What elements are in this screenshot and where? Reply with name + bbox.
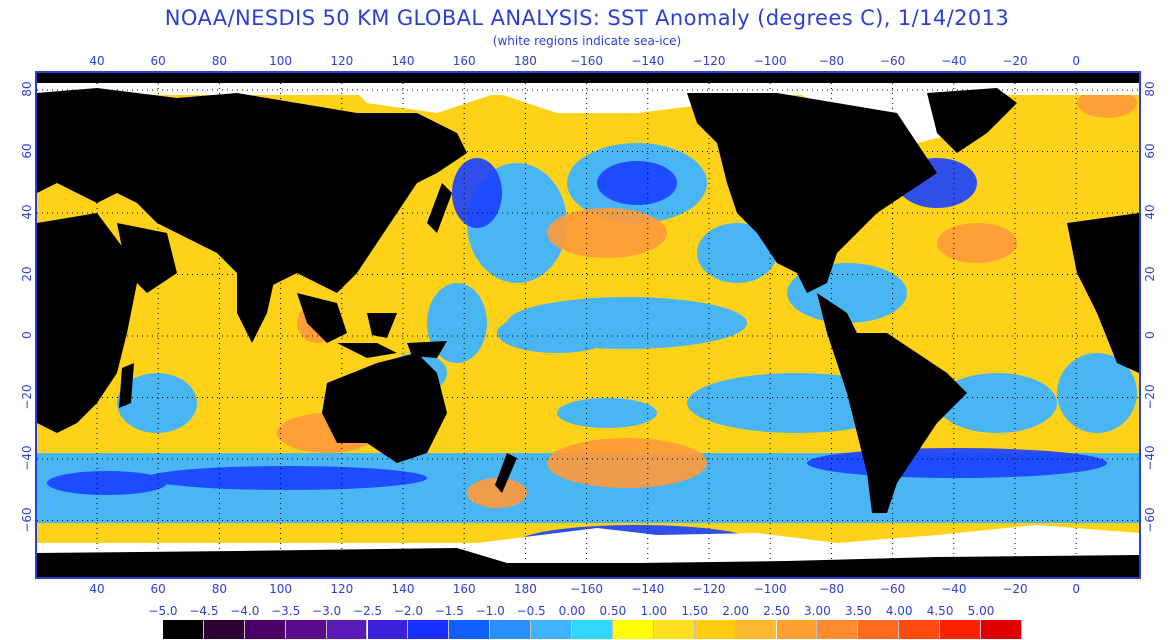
colorbar-label: 0.50 [599, 604, 627, 618]
right-lat-label: −40 [1143, 445, 1157, 471]
top-lon-label: −20 [1002, 54, 1028, 68]
top-lon-label: 60 [150, 54, 166, 68]
left-lat-label: 60 [20, 142, 34, 159]
left-lat-label: −60 [20, 506, 34, 533]
top-lon-label: −60 [879, 54, 906, 68]
colorbar-swatch [244, 620, 286, 639]
sst-anomaly-map [35, 71, 1141, 579]
chart-title: NOAA/NESDIS 50 KM GLOBAL ANALYSIS: SST A… [164, 6, 1010, 30]
colorbar-swatch [408, 620, 450, 639]
left-lat-label: 0 [20, 331, 34, 339]
bottom-lon-label: 0 [1072, 582, 1080, 596]
bottom-lon-label: 40 [89, 582, 105, 596]
colorbar-label: 1.50 [681, 604, 709, 618]
top-lon-label: 160 [452, 54, 476, 68]
colorbar-label: 4.00 [885, 604, 913, 618]
colorbar-label: −4.0 [230, 604, 260, 618]
colorbar-label: 4.50 [926, 604, 954, 618]
right-lat-label: 80 [1143, 81, 1157, 97]
colorbar-label: 2.00 [722, 604, 749, 618]
top-lon-label: −140 [631, 54, 665, 68]
bottom-lon-label: −160 [570, 582, 604, 596]
colorbar-swatch [776, 620, 818, 639]
colorbar-swatch [899, 620, 941, 639]
top-lon-label: 120 [330, 54, 354, 68]
right-lat-label: 60 [1143, 142, 1157, 159]
right-lat-label: 0 [1143, 331, 1157, 339]
bottom-lon-label: 60 [150, 582, 166, 596]
colorbar-swatch [653, 620, 695, 639]
top-lon-label: 80 [211, 54, 228, 68]
colorbar-swatch [817, 620, 859, 639]
bottom-lon-label: −100 [753, 582, 787, 596]
chart-subtitle: (white regions indicate sea-ice) [492, 34, 682, 48]
colorbar-swatch [367, 620, 409, 639]
bottom-lon-label: −120 [692, 582, 726, 596]
top-lon-label: 100 [269, 54, 293, 68]
bottom-lon-label: 120 [330, 582, 354, 596]
colorbar-label: −1.5 [434, 604, 464, 618]
bottom-lon-label: 140 [391, 582, 415, 596]
left-lat-label: 20 [20, 265, 34, 282]
right-lat-label: 20 [1143, 265, 1157, 282]
colorbar-swatch [163, 620, 204, 639]
colorbar-swatch [612, 620, 654, 639]
colorbar-label: −4.5 [189, 604, 219, 618]
top-lon-label: 40 [89, 54, 105, 68]
colorbar-swatch [285, 620, 327, 639]
colorbar-label: 1.00 [640, 604, 668, 618]
right-lat-label: −20 [1143, 383, 1157, 410]
left-lat-label: 80 [20, 81, 34, 97]
colorbar-swatch [490, 620, 532, 639]
colorbar-swatch [326, 620, 368, 639]
bottom-lon-label: 160 [452, 582, 476, 596]
top-lon-label: 140 [391, 54, 415, 68]
bottom-lon-label: 100 [269, 582, 293, 596]
left-lat-label: 40 [20, 204, 34, 220]
colorbar-swatch [531, 620, 572, 639]
map-canvas [37, 73, 1139, 577]
colorbar-label: 3.00 [804, 604, 831, 618]
land-masses [37, 73, 1139, 577]
colorbar-swatch [572, 620, 613, 639]
colorbar-label: −3.5 [271, 604, 301, 618]
left-lat-label: −20 [20, 383, 34, 410]
bottom-lon-label: 80 [211, 582, 228, 596]
colorbar-label: −2.0 [393, 604, 423, 618]
top-lon-label: 180 [513, 54, 537, 68]
colorbar-label: −2.5 [352, 604, 383, 618]
right-lat-label: −60 [1143, 506, 1157, 533]
colorbar-label: 3.50 [844, 604, 872, 618]
bottom-lon-label: −20 [1002, 582, 1028, 596]
colorbar-label: 2.50 [763, 604, 790, 618]
top-lon-label: −40 [941, 54, 967, 68]
colorbar-swatch [735, 620, 777, 639]
bottom-lon-label: −40 [941, 582, 967, 596]
graticule-grid [37, 73, 1139, 577]
colorbar-swatch [981, 620, 1022, 639]
top-lon-label: −100 [753, 54, 787, 68]
bottom-lon-label: −60 [879, 582, 906, 596]
colorbar-label: 0.00 [558, 604, 586, 618]
bottom-lon-label: 180 [513, 582, 537, 596]
colorbar-label: 5.00 [967, 604, 995, 618]
colorbar-swatch [694, 620, 736, 639]
top-lon-label: −120 [692, 54, 726, 68]
left-lat-label: −40 [20, 445, 34, 471]
colorbar-label: −5.0 [148, 604, 178, 618]
colorbar-swatch [449, 620, 491, 639]
top-lon-label: −160 [570, 54, 604, 68]
bottom-lon-label: −80 [818, 582, 845, 596]
colorbar-label: −1.0 [475, 604, 505, 618]
top-lon-label: 0 [1072, 54, 1080, 68]
colorbar-swatch [858, 620, 900, 639]
colorbar-label: −3.0 [312, 604, 342, 618]
right-lat-label: 40 [1143, 204, 1157, 220]
bottom-lon-label: −140 [631, 582, 665, 596]
colorbar-swatch [203, 620, 245, 639]
colorbar-label: −0.5 [516, 604, 546, 618]
top-lon-label: −80 [818, 54, 845, 68]
colorbar-swatch [940, 620, 981, 639]
